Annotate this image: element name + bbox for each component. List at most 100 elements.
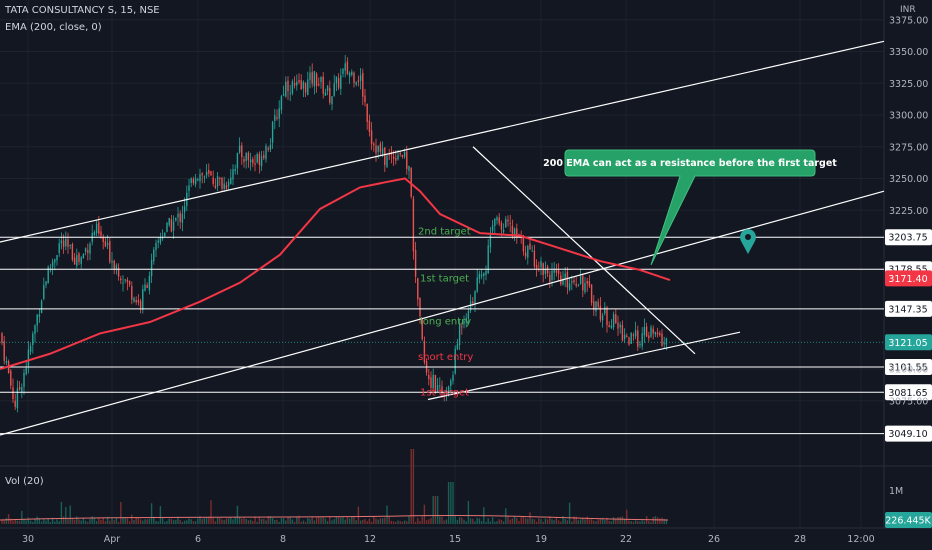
volume-bar [16, 520, 19, 524]
volume-bar [513, 516, 516, 524]
candle-body [381, 148, 384, 155]
volume-bar [557, 520, 560, 524]
candle-body [333, 83, 335, 96]
candle-body [153, 249, 155, 262]
volume-bar [199, 516, 201, 524]
candle-body [329, 87, 331, 103]
candle-body [401, 154, 404, 157]
volume-bar [362, 520, 364, 524]
candle-body [137, 300, 140, 303]
candle-body [505, 219, 507, 228]
candle-body [408, 166, 410, 171]
candle-body [348, 72, 351, 77]
candle-body [377, 145, 379, 152]
volume-bar [540, 519, 542, 524]
candle-body [546, 266, 549, 274]
volume-bar [278, 521, 280, 524]
candle-body [150, 259, 153, 277]
volume-bar [309, 518, 311, 524]
candle-body [582, 275, 584, 291]
candle-body [489, 232, 492, 248]
candle-body [76, 255, 78, 266]
volume-bar [632, 521, 635, 524]
candle-body [155, 243, 157, 251]
volume-bar [397, 520, 399, 524]
price-tick-label: 3225.00 [889, 206, 928, 217]
callout-bubble [564, 149, 816, 266]
candle-body [362, 72, 364, 97]
candle-body [564, 273, 566, 279]
callout-text: 200 EMA can act as a resistance before t… [543, 158, 837, 169]
candle-body [463, 321, 465, 325]
candle-body [232, 169, 234, 180]
volume-bar [665, 520, 668, 524]
candle-body [494, 218, 496, 226]
volume-bar [403, 520, 406, 524]
volume-bar [260, 519, 263, 524]
volume-bar [203, 518, 206, 524]
price-tick-label: 3325.00 [889, 79, 928, 90]
volume-bar [432, 496, 434, 524]
candle-body [434, 375, 437, 394]
ema-legend[interactable]: EMA (200, close, 0) [5, 22, 102, 33]
volume-bar [370, 521, 373, 524]
volume-bar [254, 516, 256, 524]
volume-bar [564, 518, 566, 524]
candle-body [599, 305, 602, 320]
volume-bar [238, 517, 241, 524]
volume-bar [529, 512, 531, 524]
volume-bar [12, 520, 14, 524]
level-price-tag [885, 425, 932, 442]
candle-body [139, 301, 142, 308]
candle-body [450, 380, 452, 386]
volume-bar [69, 505, 71, 524]
time-tick-label: 19 [535, 534, 547, 545]
volume-bar [421, 516, 423, 524]
volume-bar [56, 519, 58, 524]
volume-bar [456, 519, 459, 524]
candle-body [656, 332, 659, 335]
candle-body [540, 261, 542, 268]
volume-bar [210, 500, 212, 524]
volume-bar [518, 521, 520, 524]
candle-body [274, 115, 276, 122]
candle-body [34, 325, 36, 334]
volume-bar [612, 517, 615, 524]
volume-bar [584, 519, 586, 524]
volume-bar [124, 518, 126, 524]
candle-body [241, 145, 243, 158]
volume-bar [95, 521, 98, 524]
candle-body [236, 153, 239, 169]
volume-bar [282, 518, 285, 524]
candle-body [619, 324, 621, 328]
candle-body [71, 244, 74, 260]
price-tick-label: 3075.00 [889, 396, 928, 407]
volume-bar [401, 521, 404, 524]
candle-body [637, 330, 639, 347]
volume-bar [454, 516, 456, 524]
symbol-legend[interactable]: TATA CONSULTANCY S, 15, NSE [5, 5, 160, 16]
volume-bar [208, 516, 210, 524]
volume-bar [355, 520, 357, 524]
volume-bar [551, 519, 553, 524]
volume-bar [366, 521, 368, 524]
candle-body [1, 333, 3, 344]
volume-legend[interactable]: Vol (20) [5, 476, 44, 487]
candle-body [522, 235, 525, 252]
volume-bar [331, 520, 333, 524]
volume-bar [533, 519, 536, 524]
volume-bar [364, 518, 366, 524]
volume-bar [408, 516, 410, 524]
volume-bar [49, 521, 52, 524]
candle-body [474, 291, 476, 305]
price-marker-tag [885, 270, 932, 287]
volume-bar [463, 519, 465, 524]
volume-bar [637, 520, 639, 524]
candle-body [478, 274, 481, 279]
volume-bar [542, 521, 544, 524]
candle-body [634, 330, 637, 337]
candle-body [201, 173, 203, 176]
volume-bar [494, 521, 496, 524]
trendline [427, 331, 741, 401]
